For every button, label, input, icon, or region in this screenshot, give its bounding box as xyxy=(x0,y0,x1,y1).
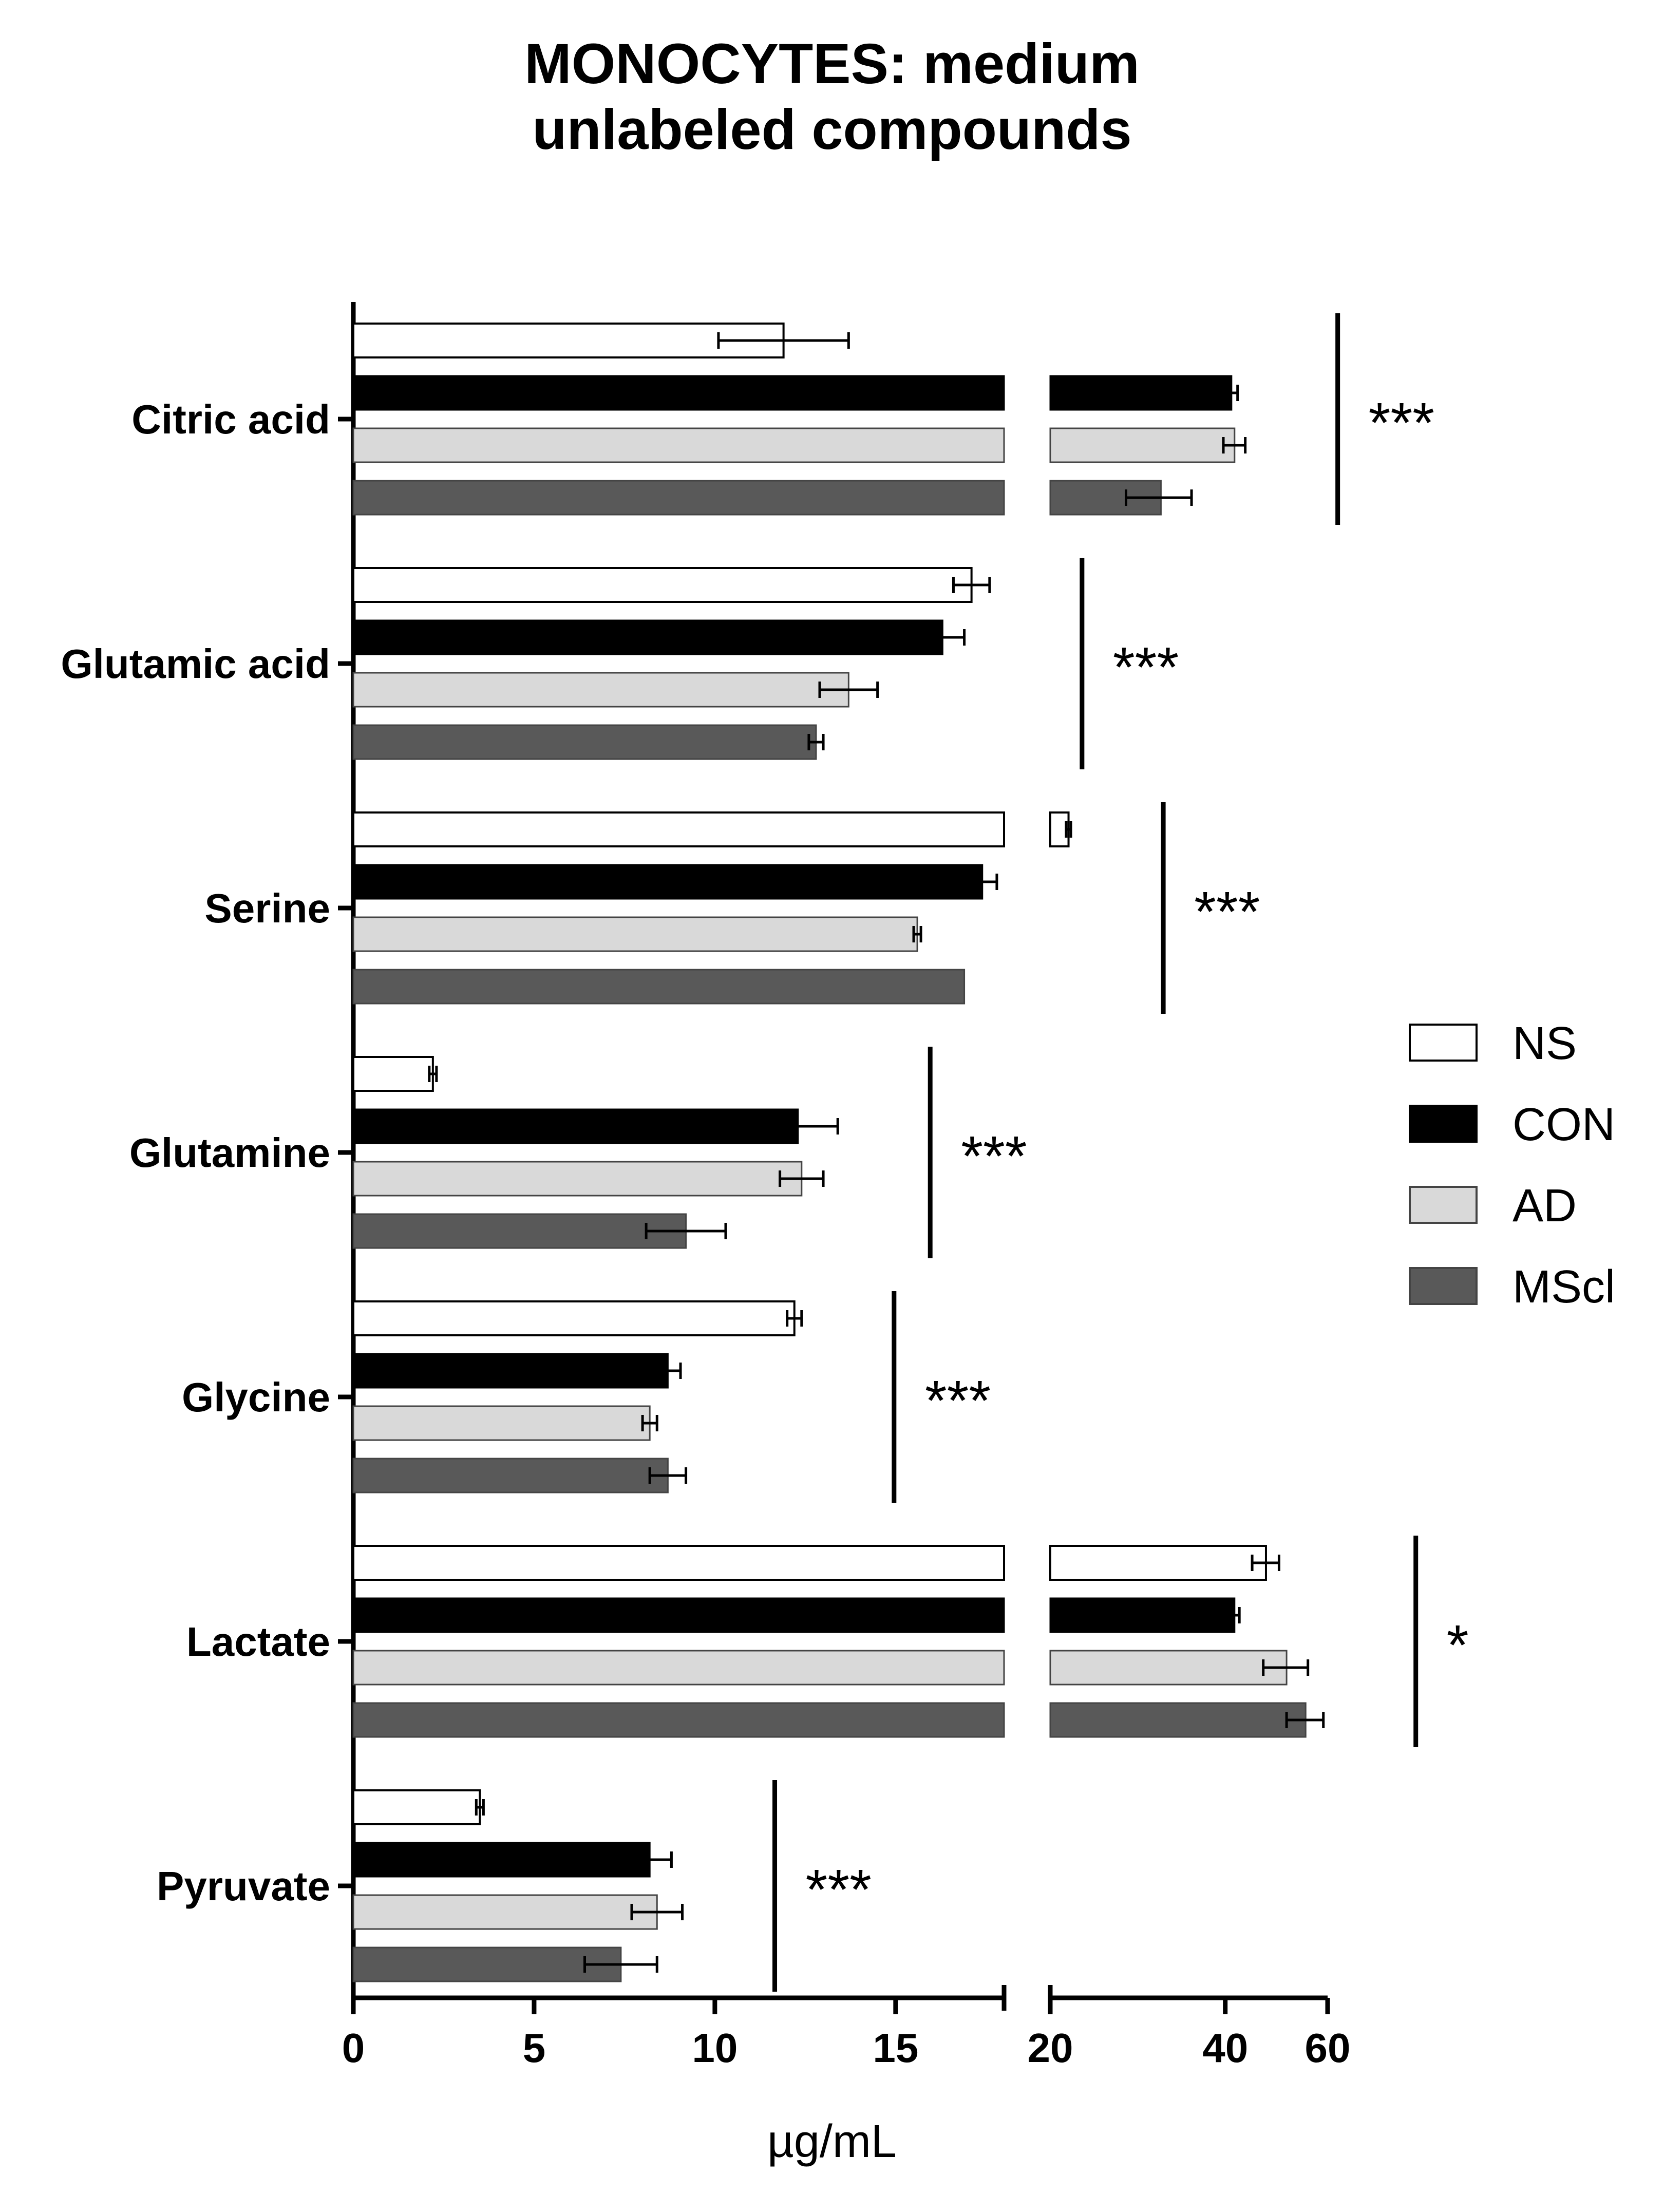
bar xyxy=(352,1056,434,1092)
significance-label: *** xyxy=(925,1369,991,1432)
x-tick-label: 5 xyxy=(523,2025,546,2071)
bar xyxy=(352,1300,796,1336)
bar xyxy=(352,969,966,1005)
x-tick-label: 60 xyxy=(1305,2025,1351,2071)
bar xyxy=(352,1545,1005,1581)
bar xyxy=(352,427,1005,463)
chart-title-line-1: MONOCYTES: medium xyxy=(524,32,1140,96)
bar xyxy=(352,1458,669,1493)
significance-label: *** xyxy=(806,1858,872,1921)
category-label: Citric acid xyxy=(131,396,330,442)
bar xyxy=(352,1842,651,1878)
significance-label: *** xyxy=(1369,391,1434,455)
significance-label: *** xyxy=(1194,880,1260,943)
legend-swatch xyxy=(1409,1186,1478,1224)
legend-label: MScl xyxy=(1512,1261,1615,1313)
x-tick-label: 40 xyxy=(1202,2025,1248,2071)
bar xyxy=(352,672,849,708)
bar xyxy=(352,567,973,603)
category-label: Lactate xyxy=(186,1619,330,1665)
significance-label: * xyxy=(1447,1614,1469,1677)
bar xyxy=(352,1353,669,1389)
bar xyxy=(352,1650,1005,1686)
bar xyxy=(352,811,1005,847)
legend-swatch xyxy=(1409,1105,1478,1143)
x-tick-label: 15 xyxy=(873,2025,918,2071)
bar xyxy=(352,1946,622,1982)
significance-label: *** xyxy=(961,1125,1027,1188)
category-label: Glutamine xyxy=(129,1130,330,1176)
bar xyxy=(352,1789,481,1825)
bar xyxy=(352,1702,1005,1738)
category-label: Serine xyxy=(204,885,330,931)
bar xyxy=(352,864,984,900)
bar xyxy=(352,916,918,952)
bar-continued xyxy=(1049,1597,1236,1633)
bar xyxy=(352,1108,799,1144)
x-tick-label: 0 xyxy=(342,2025,365,2071)
bar xyxy=(352,724,817,760)
bar-continued xyxy=(1049,375,1233,411)
category-label: Glycine xyxy=(182,1374,330,1420)
bar xyxy=(352,1597,1005,1633)
bar xyxy=(352,619,943,655)
significance-label: *** xyxy=(1113,636,1179,699)
x-tick-label: 10 xyxy=(692,2025,738,2071)
bar-continued xyxy=(1049,427,1236,463)
bar xyxy=(352,1405,651,1441)
bar-continued xyxy=(1049,1702,1307,1738)
bar xyxy=(352,1213,687,1249)
category-label: Pyruvate xyxy=(157,1863,330,1909)
bar-continued xyxy=(1049,1545,1267,1581)
bar-continued xyxy=(1049,1650,1288,1686)
legend-label: CON xyxy=(1512,1099,1615,1150)
category-label: Glutamic acid xyxy=(61,641,330,687)
plot-area: Citric acid *** Glutamic acid *** Serine *** G… xyxy=(61,302,1469,2071)
bar xyxy=(352,1161,803,1197)
x-tick-label: 20 xyxy=(1028,2025,1073,2071)
bar xyxy=(352,375,1005,411)
legend-label: AD xyxy=(1512,1180,1577,1232)
bar xyxy=(352,1894,658,1930)
bar xyxy=(352,480,1005,516)
legend-swatch xyxy=(1409,1267,1478,1305)
legend: NS CON AD MScl xyxy=(1409,1018,1615,1313)
chart-title-line-2: unlabeled compounds xyxy=(532,98,1131,161)
x-axis-title: µg/mL xyxy=(767,2116,897,2167)
legend-label: NS xyxy=(1512,1018,1577,1069)
legend-swatch xyxy=(1409,1024,1478,1062)
